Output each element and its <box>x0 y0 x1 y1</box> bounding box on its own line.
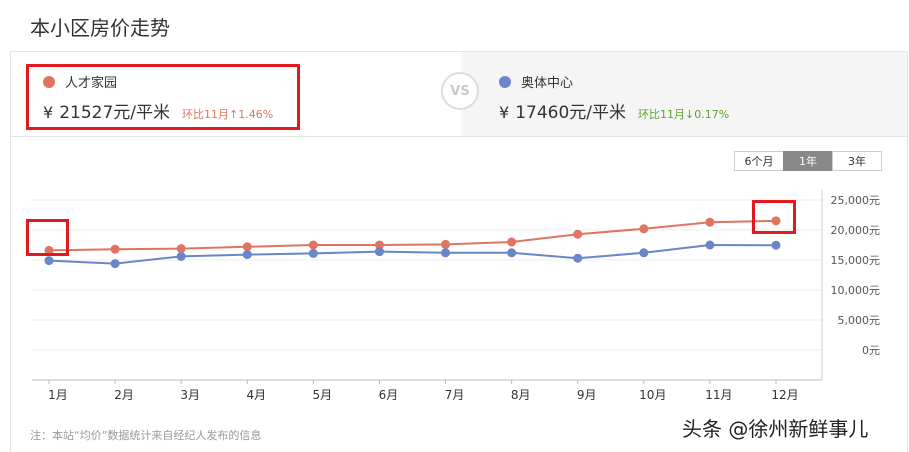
community-name-left: 人才家园 <box>65 76 118 91</box>
data-point <box>771 240 781 250</box>
series-line-1 <box>48 243 777 265</box>
y-tick-label: 20,000元 <box>831 224 881 237</box>
x-tick-label: 1月 <box>48 388 68 402</box>
price-right: 17460 <box>515 103 570 123</box>
y-tick-label: 0元 <box>862 344 880 357</box>
data-point <box>441 248 451 258</box>
x-tick-label: 12月 <box>771 388 798 402</box>
data-point <box>771 216 781 226</box>
legend-dot-right <box>499 75 511 88</box>
data-point <box>242 242 252 252</box>
x-tick-label: 11月 <box>705 388 732 402</box>
data-point <box>110 259 120 269</box>
highlight-box-price <box>26 64 300 130</box>
x-tick-label: 9月 <box>577 388 597 402</box>
x-tick-label: 3月 <box>180 388 200 402</box>
data-point <box>308 240 318 250</box>
vs-badge: VS <box>441 72 479 110</box>
data-point <box>705 217 715 227</box>
y-tick-label: 5,000元 <box>838 314 881 327</box>
community-name-right: 奥体中心 <box>521 76 574 91</box>
price-left: 21527 <box>59 103 114 123</box>
mom-change-right: 环比11月↓0.17% <box>638 108 730 121</box>
x-tick-label: 8月 <box>511 388 531 402</box>
yen-symbol-right: ¥ <box>499 103 510 122</box>
data-point <box>441 239 451 249</box>
data-point <box>308 248 318 258</box>
tab-6-months[interactable]: 6个月 <box>734 151 784 171</box>
chart-area <box>10 137 908 452</box>
data-point <box>639 224 649 234</box>
highlight-box-dec <box>752 200 796 234</box>
data-point <box>44 256 54 266</box>
x-tick-label: 10月 <box>639 388 666 402</box>
data-point <box>507 237 517 247</box>
data-point <box>573 229 583 239</box>
series-line-0 <box>48 219 777 252</box>
x-tick-label: 5月 <box>313 388 333 402</box>
legend-dot-left <box>43 75 55 88</box>
data-point <box>705 240 715 250</box>
data-point <box>639 248 649 258</box>
data-point <box>44 245 54 255</box>
x-tick-label: 7月 <box>445 388 465 402</box>
footnote: 注：本站“均价”数据统计来自经纪人发布的信息 <box>30 429 262 442</box>
data-point <box>374 247 384 257</box>
data-point <box>110 244 120 254</box>
y-tick-label: 25,000元 <box>831 194 881 207</box>
data-point <box>507 248 517 258</box>
highlight-box-jan <box>26 219 69 256</box>
x-tick-label: 2月 <box>114 388 134 402</box>
tab-3-years[interactable]: 3年 <box>832 151 882 171</box>
x-tick-label: 4月 <box>246 388 266 402</box>
range-tabs: 6个月 1年 3年 <box>734 151 882 171</box>
mom-change-left: 环比11月↑1.46% <box>182 108 274 121</box>
data-point <box>374 240 384 250</box>
yen-symbol-left: ¥ <box>43 103 54 122</box>
data-point <box>176 251 186 261</box>
data-point <box>242 250 252 260</box>
y-tick-label: 10,000元 <box>831 284 881 297</box>
compare-right-panel[interactable]: 奥体中心 ¥ 17460 元/平米 环比11月↓0.17% <box>461 52 907 136</box>
data-point <box>573 253 583 263</box>
page-title: 本小区房价走势 <box>30 16 170 40</box>
x-tick-label: 6月 <box>379 388 399 402</box>
price-unit-right: 元/平米 <box>569 103 627 123</box>
price-unit-left: 元/平米 <box>113 103 171 123</box>
watermark: 头条 @徐州新鲜事儿 <box>682 417 869 441</box>
data-point <box>176 244 186 254</box>
y-tick-label: 15,000元 <box>831 254 881 267</box>
